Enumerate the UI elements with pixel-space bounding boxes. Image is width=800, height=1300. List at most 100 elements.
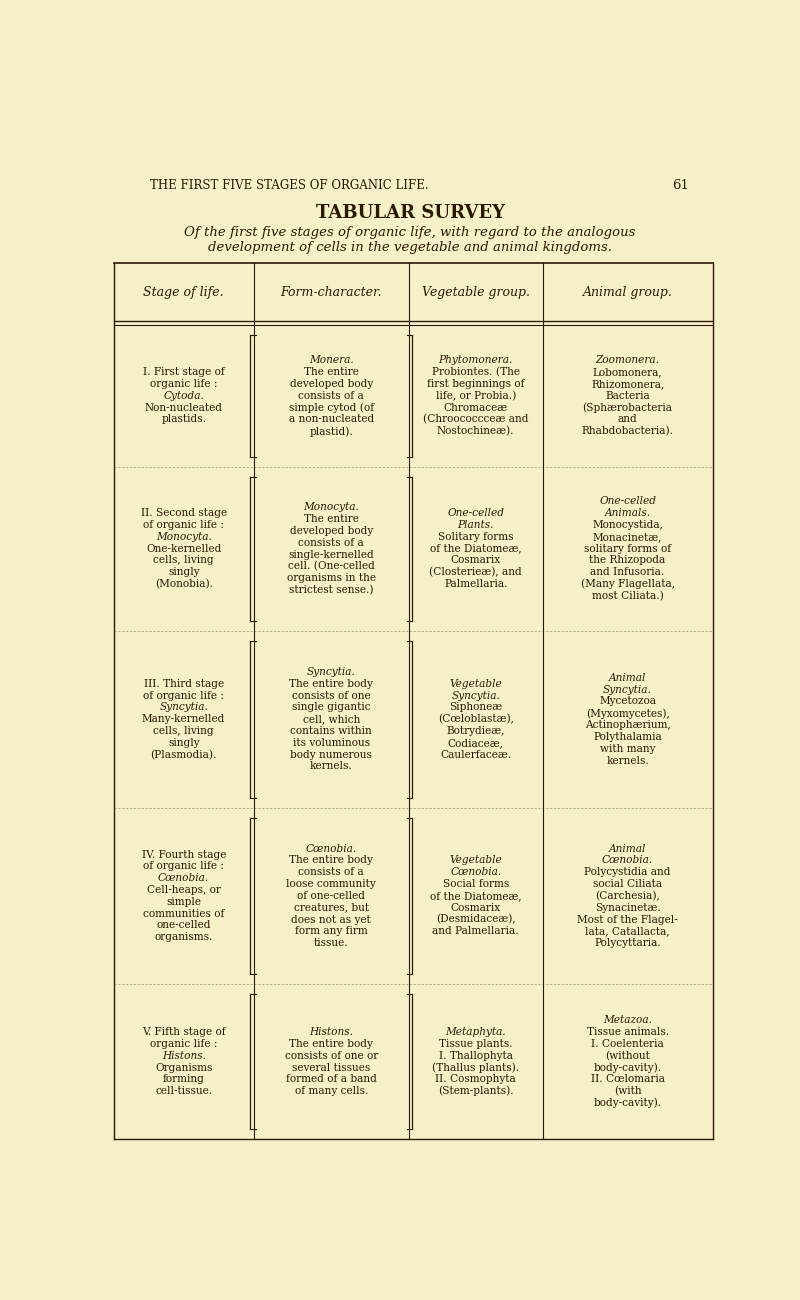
Text: Monocyta.: Monocyta. [156,532,212,542]
Text: (Carchesia),: (Carchesia), [595,891,660,901]
Text: the Rhizopoda: the Rhizopoda [590,555,666,566]
Text: Botrydieæ,: Botrydieæ, [446,725,505,736]
Text: Syncytia.: Syncytia. [307,667,356,677]
Text: Of the first five stages of organic life, with regard to the analogous: Of the first five stages of organic life… [184,226,636,239]
Text: (Myxomycetes),: (Myxomycetes), [586,708,670,719]
Text: (without: (without [605,1050,650,1061]
Text: Metaphyta.: Metaphyta. [446,1027,506,1037]
Text: Animal: Animal [609,844,646,854]
Text: Animal group.: Animal group. [582,286,673,299]
Text: The entire body: The entire body [290,679,373,689]
Text: of one-celled: of one-celled [298,891,366,901]
Text: of organic life :: of organic life : [143,690,224,701]
Text: (Sphærobacteria: (Sphærobacteria [582,403,673,413]
Text: plastid).: plastid). [310,426,353,437]
Text: Plants.: Plants. [458,520,494,530]
Text: Polycyttaria.: Polycyttaria. [594,939,661,948]
Text: of the Diatomeæ,: of the Diatomeæ, [430,543,522,554]
Text: its voluminous: its voluminous [293,738,370,748]
Text: Actinophærium,: Actinophærium, [585,720,670,731]
Text: Monera.: Monera. [309,355,354,365]
Text: Polycystidia and: Polycystidia and [584,867,671,878]
Text: Many-kernelled: Many-kernelled [142,714,226,724]
Text: Polythalamia: Polythalamia [594,732,662,742]
Text: one-celled: one-celled [157,920,211,931]
Text: (Chroococcceæ and: (Chroococcceæ and [423,415,529,425]
Text: (Closterieæ), and: (Closterieæ), and [430,567,522,577]
Text: organisms.: organisms. [154,932,213,942]
Text: cell, which: cell, which [302,714,360,724]
Text: forming: forming [162,1074,205,1084]
Text: Monocyta.: Monocyta. [303,502,359,512]
Text: strictest sense.): strictest sense.) [289,585,374,595]
Text: singly: singly [168,738,199,748]
Text: formed of a band: formed of a band [286,1074,377,1084]
Text: Lobomonera,: Lobomonera, [593,367,662,377]
Text: life, or Probia.): life, or Probia.) [435,391,516,400]
Text: I. Thallophyta: I. Thallophyta [438,1050,513,1061]
Text: organic life :: organic life : [150,380,218,389]
Text: a non-nucleated: a non-nucleated [289,415,374,425]
Text: The entire body: The entire body [290,855,373,866]
Text: The entire body: The entire body [290,1039,373,1049]
Text: Vegetable: Vegetable [450,855,502,866]
Text: single gigantic: single gigantic [292,702,370,712]
Text: consists of a: consists of a [298,538,364,547]
Text: tissue.: tissue. [314,939,349,948]
Text: Cytoda.: Cytoda. [163,391,204,400]
Text: TABULAR SURVEY: TABULAR SURVEY [315,204,505,222]
Text: lata, Catallacta,: lata, Catallacta, [586,927,670,936]
Text: Animals.: Animals. [605,508,650,519]
Text: One-celled: One-celled [447,508,504,519]
Text: Phytomonera.: Phytomonera. [438,355,513,365]
Text: Stage of life.: Stage of life. [143,286,224,299]
Text: creatures, but: creatures, but [294,902,369,913]
Text: body-cavity).: body-cavity). [594,1062,662,1072]
Text: form any firm: form any firm [295,927,368,936]
Text: first beginnings of: first beginnings of [427,380,525,389]
Text: Synacinetæ.: Synacinetæ. [594,902,661,913]
Text: (Cœloblastæ),: (Cœloblastæ), [438,714,514,724]
Text: Cœnobia.: Cœnobia. [450,867,502,878]
Text: (Monobia).: (Monobia). [154,578,213,589]
Text: of organic life :: of organic life : [143,520,224,530]
Text: Syncytia.: Syncytia. [603,685,652,694]
Text: Vegetable group.: Vegetable group. [422,286,530,299]
Text: II. Cœlomaria: II. Cœlomaria [590,1074,665,1084]
Text: simple: simple [166,897,202,907]
Text: does not as yet: does not as yet [291,914,371,924]
Text: Histons.: Histons. [162,1050,206,1061]
Text: cells, living: cells, living [154,725,214,736]
Text: Histons.: Histons. [310,1027,354,1037]
Text: Palmellaria.: Palmellaria. [444,578,507,589]
Text: 61: 61 [672,179,689,192]
Text: Bacteria: Bacteria [606,391,650,400]
Text: consists of a: consists of a [298,867,364,878]
Text: Solitary forms: Solitary forms [438,532,514,542]
Text: I. Coelenteria: I. Coelenteria [591,1039,664,1049]
Text: III. Third stage: III. Third stage [144,679,224,689]
Text: development of cells in the vegetable and animal kingdoms.: development of cells in the vegetable an… [208,240,612,254]
Text: and Palmellaria.: and Palmellaria. [433,927,519,936]
Text: and Infusoria.: and Infusoria. [590,567,665,577]
Text: Codiaceæ,: Codiaceæ, [448,738,504,748]
Text: II. Second stage: II. Second stage [141,508,226,519]
Text: The entire: The entire [304,515,358,524]
Text: consists of a: consists of a [298,391,364,400]
Text: consists of one: consists of one [292,690,370,701]
Text: The entire: The entire [304,367,358,377]
Text: cell-tissue.: cell-tissue. [155,1086,212,1096]
Text: loose community: loose community [286,879,376,889]
Text: Cœnobia.: Cœnobia. [158,874,210,883]
Text: Siphoneæ: Siphoneæ [449,702,502,712]
Text: social Ciliata: social Ciliata [593,879,662,889]
Text: singly: singly [168,567,199,577]
Text: Caulerfaceæ.: Caulerfaceæ. [440,750,511,759]
Text: Organisms: Organisms [155,1062,212,1072]
Text: with many: with many [600,744,655,754]
Text: solitary forms of: solitary forms of [584,543,671,554]
Text: (Stem-plants).: (Stem-plants). [438,1086,514,1096]
Text: Chromaceæ: Chromaceæ [444,403,508,412]
Text: Syncytia.: Syncytia. [451,690,500,701]
Text: Probiontes. (The: Probiontes. (The [432,367,520,377]
